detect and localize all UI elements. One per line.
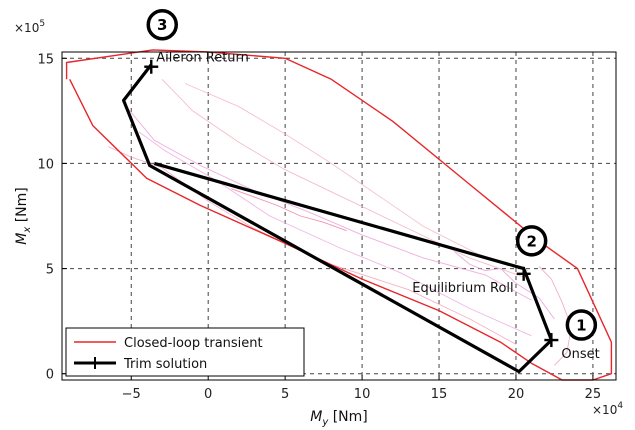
x-tick-label: 5 xyxy=(281,387,289,402)
legend-label-closed-loop: Closed-loop transient xyxy=(124,336,263,351)
x-tick-label: 0 xyxy=(204,387,212,402)
trim-point-number-badge xyxy=(515,225,548,257)
x-tick-label: 25 xyxy=(585,387,602,402)
legend: Closed-loop transient Trim solution xyxy=(65,327,305,377)
transient-trace xyxy=(161,78,524,278)
series-closed-loop-transient xyxy=(65,49,613,381)
ticks-layer: −5 0 5 10 15 20 25 0 5 10 15 xyxy=(37,52,601,402)
y-axis-label: Mx [Nm] xyxy=(14,187,33,245)
trim-point-label: Onset xyxy=(561,347,599,362)
y-tick-label: 5 xyxy=(46,263,54,278)
transient-traces xyxy=(108,78,572,366)
trim-point-number: 3 xyxy=(157,16,167,34)
x-tick-label: 10 xyxy=(354,387,371,402)
transient-trace xyxy=(138,131,532,337)
y-tick-label: 15 xyxy=(37,52,54,67)
trim-point-number: 2 xyxy=(526,232,536,250)
trim-point-number: 1 xyxy=(576,317,586,335)
x-axis-multiplier: ×104 xyxy=(592,401,623,417)
transient-trace xyxy=(184,83,529,272)
x-axis-label: My [Nm] xyxy=(310,409,368,428)
y-tick-label: 10 xyxy=(37,157,54,172)
trim-point-label: Equilibrium Roll xyxy=(412,281,513,296)
markers-layer: Onset 1 Equilibrium Roll 2 Aileron Return 3 xyxy=(144,8,600,362)
y-tick-label: 0 xyxy=(46,368,54,383)
trim-point-number-badge xyxy=(565,309,598,341)
transient-trace xyxy=(538,266,572,366)
plot-frame xyxy=(61,51,617,381)
transient-trace xyxy=(108,146,517,345)
trim-point-number-badge xyxy=(146,8,179,41)
trim-point-label: Aileron Return xyxy=(156,51,249,66)
x-tick-label: 15 xyxy=(431,387,448,402)
transient-trace xyxy=(454,251,555,320)
y-axis-multiplier: ×105 xyxy=(14,19,45,35)
transient-trace xyxy=(231,188,347,232)
transient-trace xyxy=(127,108,532,301)
legend-label-trim: Trim solution xyxy=(123,357,207,372)
legend-box xyxy=(65,327,305,377)
x-tick-label: 20 xyxy=(508,387,525,402)
x-tick-label: −5 xyxy=(122,387,141,402)
